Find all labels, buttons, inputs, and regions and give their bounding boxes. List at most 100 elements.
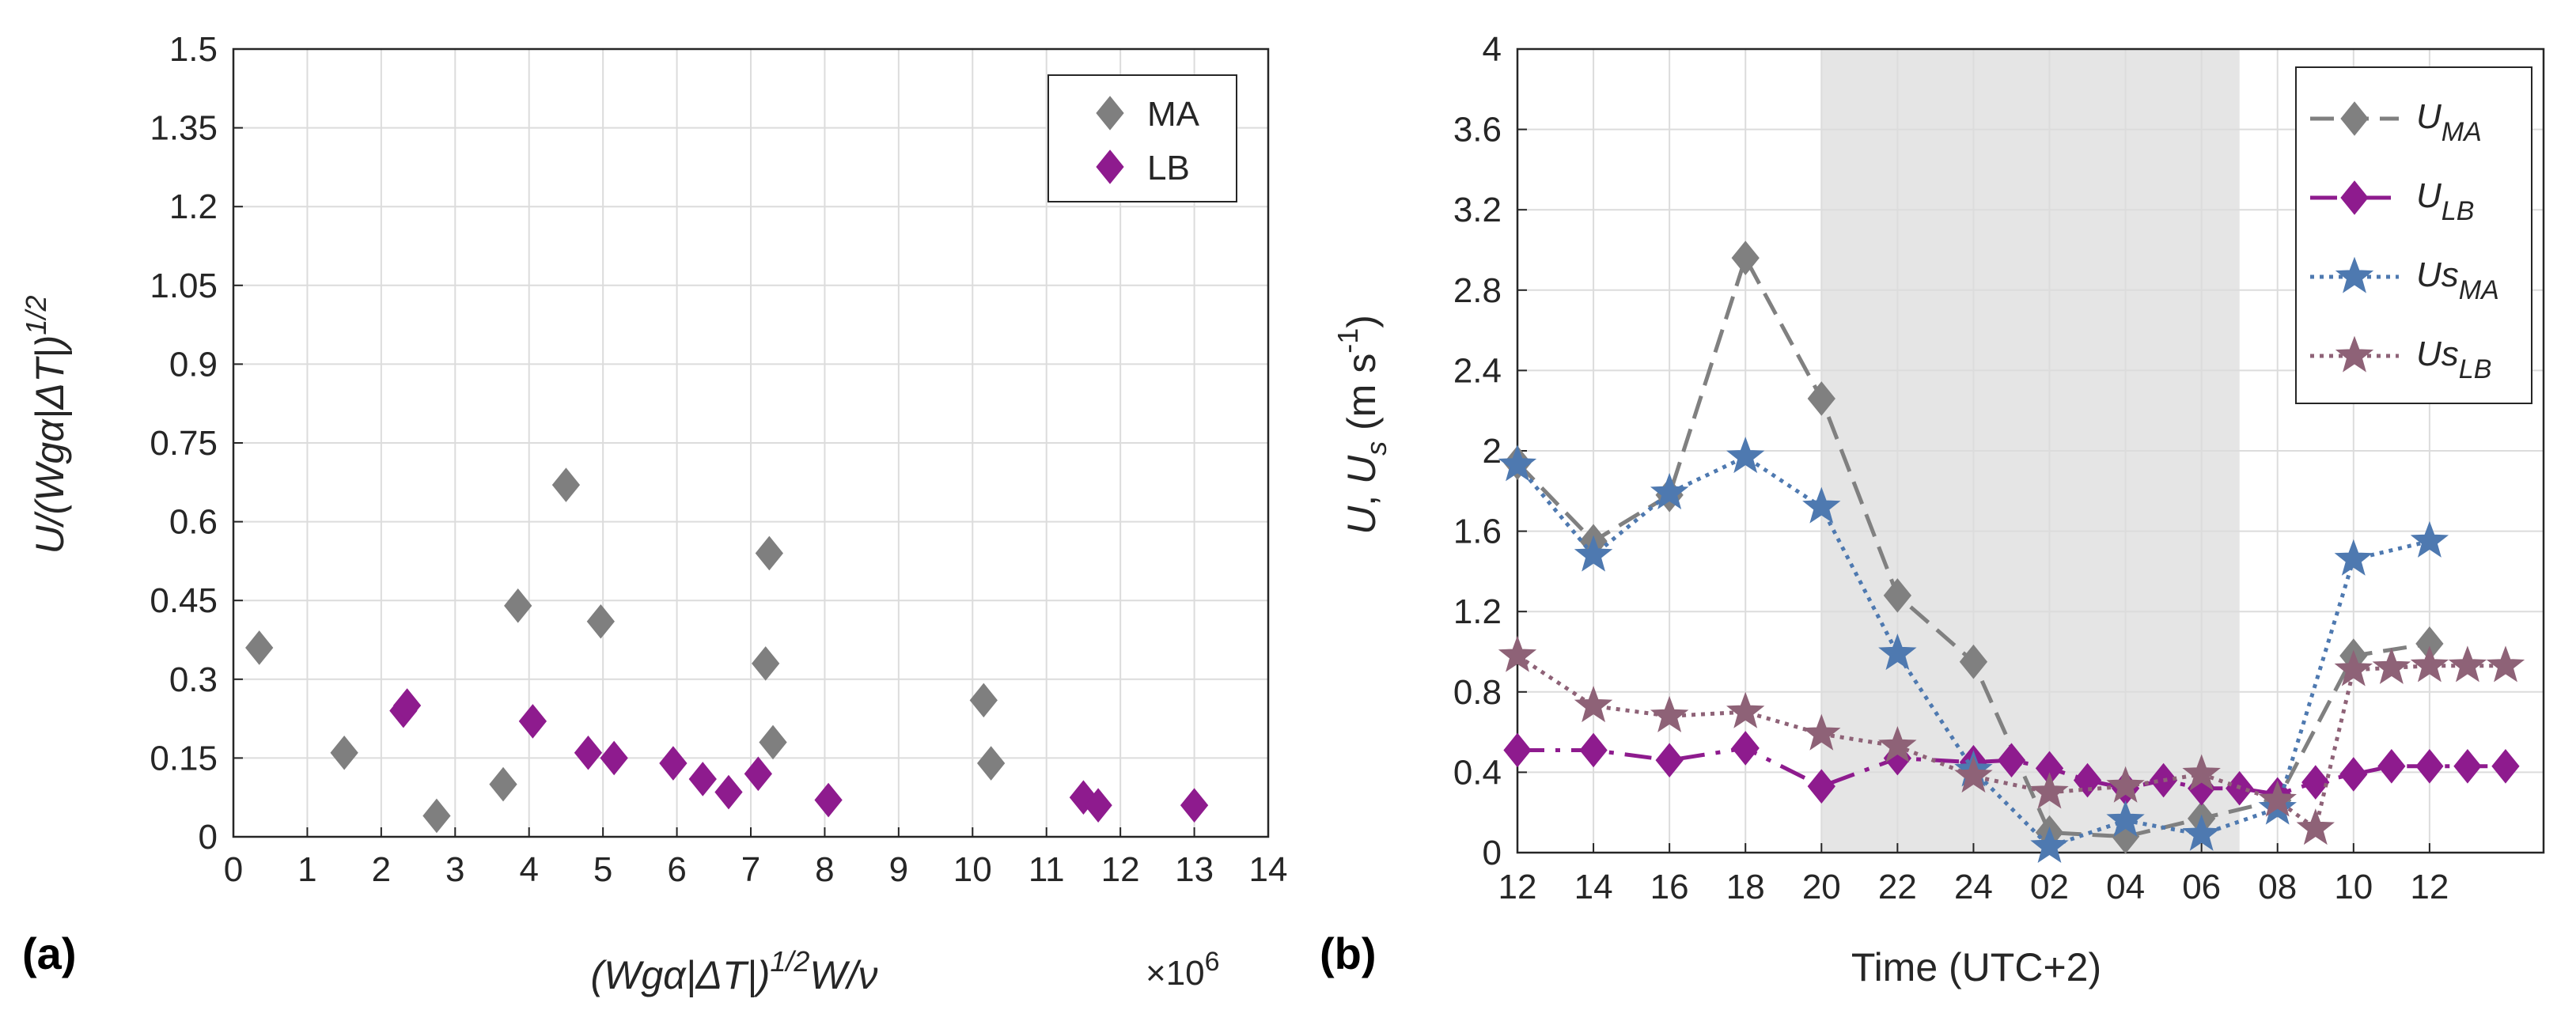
data-point bbox=[1650, 695, 1689, 732]
y-tick-label: 0 bbox=[199, 818, 218, 857]
data-point bbox=[1726, 437, 1765, 474]
legend-marker-us-ma bbox=[2335, 256, 2374, 293]
point-lb bbox=[600, 740, 628, 776]
y-tick-label: 0.3 bbox=[169, 660, 218, 699]
panel-a-y-axis-label: U/(Wgα|ΔT|)1/2 bbox=[20, 296, 73, 554]
point-lb bbox=[688, 762, 717, 796]
point-ma bbox=[422, 798, 451, 834]
data-point bbox=[2334, 539, 2373, 576]
data-point bbox=[1574, 535, 1613, 572]
x-tick-label: 0 bbox=[224, 850, 243, 889]
x-tick-label: 10 bbox=[953, 850, 992, 889]
y-tick-label: 0.6 bbox=[169, 503, 218, 542]
point-lb bbox=[814, 782, 843, 818]
panel-b: 12 14 16 18 20 22 24 02 04 06 08 10 12 00.40.81.21.6… bbox=[1320, 30, 2545, 989]
point-lb bbox=[1084, 788, 1112, 823]
legend-box bbox=[2295, 66, 2532, 404]
point-lb bbox=[714, 774, 743, 810]
panel-b-x-axis-label: Time (UTC+2) bbox=[1851, 945, 2101, 989]
data-point bbox=[1807, 769, 1835, 804]
x-tick-label: 14 bbox=[1574, 868, 1613, 906]
data-point bbox=[1574, 686, 1613, 723]
y-tick-label: 0.8 bbox=[1453, 673, 1502, 712]
panel-a-y-ticks: 0 0.15 0.3 0.45 0.6 0.75 0.9 1.05 1.2 1.35 1.5 bbox=[150, 30, 243, 857]
data-point bbox=[1498, 635, 1537, 672]
x-tick-label: 16 bbox=[1650, 868, 1689, 906]
data-point bbox=[2030, 772, 2069, 809]
data-point bbox=[1954, 756, 1993, 793]
x-tick-label: 7 bbox=[741, 850, 760, 889]
data-point bbox=[2106, 800, 2145, 837]
y-tick-label: 1.05 bbox=[150, 267, 218, 305]
data-point bbox=[1503, 732, 1532, 768]
x-tick-label: 20 bbox=[1802, 868, 1841, 906]
y-tick-label: 0.15 bbox=[150, 739, 218, 777]
x-tick-label: 6 bbox=[667, 850, 686, 889]
data-point bbox=[2258, 780, 2297, 817]
data-point bbox=[1802, 713, 1841, 751]
y-tick-label: 2.4 bbox=[1453, 351, 1502, 390]
y-tick-label: 0.4 bbox=[1453, 753, 1502, 792]
y-tick-label: 2.8 bbox=[1453, 271, 1502, 310]
y-tick-label: 3.6 bbox=[1453, 111, 1502, 149]
data-point bbox=[2410, 520, 2449, 558]
point-ma bbox=[969, 683, 998, 718]
legend-marker-u-ma bbox=[2340, 101, 2369, 136]
y-tick-label: 1.2 bbox=[1453, 592, 1502, 631]
y-tick-label: 3.2 bbox=[1453, 191, 1502, 229]
y-tick-label: 4 bbox=[1483, 30, 1502, 69]
y-tick-label: 0.9 bbox=[169, 345, 218, 384]
x-tick-label: 08 bbox=[2258, 868, 2297, 906]
panel-a-points bbox=[245, 467, 1209, 834]
panel-b-labels: U, Us (m s-1) Time (UTC+2) (b) bbox=[1320, 315, 2101, 989]
data-point bbox=[1655, 743, 1684, 777]
data-point bbox=[2296, 808, 2335, 846]
legend-label-ma: MA bbox=[1147, 95, 1200, 134]
x-tick-label: 13 bbox=[1175, 850, 1214, 889]
data-point bbox=[1878, 725, 1917, 762]
y-tick-label: 0.45 bbox=[150, 581, 218, 620]
x-tick-label: 18 bbox=[1726, 868, 1765, 906]
data-point bbox=[2415, 748, 2444, 784]
x-tick-label: 12 bbox=[1101, 850, 1140, 889]
x-tick-label: 4 bbox=[519, 850, 538, 889]
legend-label-u-ma: UMA bbox=[2416, 97, 2482, 147]
y-tick-label: 0.75 bbox=[150, 424, 218, 463]
point-ma bbox=[976, 746, 1006, 781]
legend-marker-us-lb bbox=[2335, 335, 2374, 373]
panel-a-labels: U/(Wgα|ΔT|)1/2 (Wgα|ΔT|)1/2W/ν ×106 (a) bbox=[20, 296, 1220, 998]
data-point bbox=[1731, 240, 1760, 275]
panel-a-x-ticks: 0 1 2 3 4 5 6 7 8 9 10 11 12 13 14 bbox=[224, 827, 1288, 889]
data-point bbox=[2448, 645, 2487, 683]
data-point bbox=[2372, 647, 2411, 684]
point-lb bbox=[574, 735, 603, 770]
point-ma bbox=[752, 646, 780, 681]
x-tick-label: 06 bbox=[2182, 868, 2221, 906]
point-lb bbox=[659, 746, 688, 781]
panel-a: 0 1 2 3 4 5 6 7 8 9 10 11 12 13 14 00.150.30.450.60.75… bbox=[20, 30, 1287, 998]
y-tick-label: 1.35 bbox=[150, 109, 218, 148]
point-lb bbox=[518, 704, 547, 739]
series-us-lb bbox=[1498, 635, 2525, 846]
data-point bbox=[2491, 748, 2520, 784]
panel-a-x-axis-label: (Wgα|ΔT|)1/2W/ν bbox=[590, 945, 877, 998]
y-tick-label: 1.2 bbox=[169, 187, 218, 226]
data-point bbox=[1802, 486, 1841, 524]
x-tick-label: 9 bbox=[889, 850, 908, 889]
panel-b-y-axis-label: U, Us (m s-1) bbox=[1332, 315, 1392, 535]
x-tick-label: 2 bbox=[372, 850, 391, 889]
data-point bbox=[2339, 757, 2368, 792]
data-point bbox=[2486, 645, 2525, 683]
data-point bbox=[1726, 691, 1765, 728]
data-point bbox=[1883, 578, 1912, 613]
data-point bbox=[1579, 732, 1608, 768]
x-tick-label: 14 bbox=[1249, 850, 1288, 889]
data-point bbox=[1997, 743, 2026, 777]
data-point bbox=[1731, 731, 1760, 766]
point-lb bbox=[392, 688, 422, 723]
legend-label-u-lb: ULB bbox=[2416, 176, 2474, 226]
data-point bbox=[2410, 645, 2449, 683]
panel-b-x-ticks: 12 14 16 18 20 22 24 02 04 06 08 10 12 bbox=[1498, 843, 2449, 906]
point-ma bbox=[489, 766, 517, 802]
